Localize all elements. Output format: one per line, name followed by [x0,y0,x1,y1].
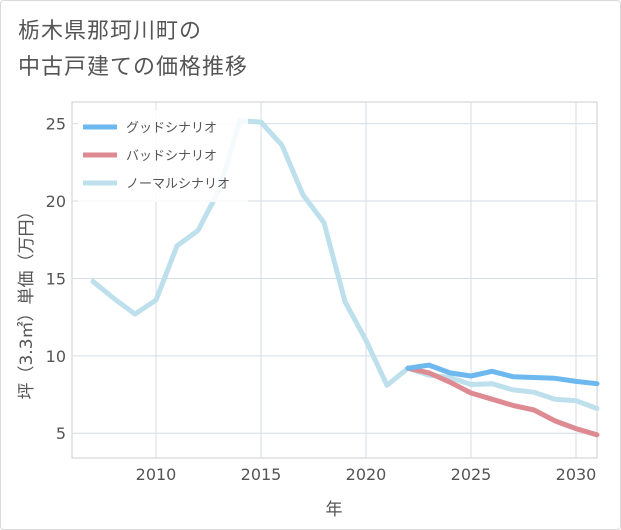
y-tick-label: 20 [46,192,66,211]
x-tick-label: 2025 [451,465,492,484]
legend-label: バッドシナリオ [126,149,217,164]
y-tick-label: 5 [56,424,66,443]
series-line-2 [90,118,600,411]
x-tick-label: 2030 [556,465,597,484]
chart-title: 栃木県那珂川町の 中古戸建ての価格推移 [18,19,249,80]
x-axis-title: 年 [326,500,343,520]
series-lines [90,118,600,438]
series-line-0 [405,362,600,387]
x-tick-label: 2015 [241,465,282,484]
y-tick-label: 10 [46,347,66,366]
x-tick-label: 2020 [346,465,387,484]
series-line-1 [405,365,600,438]
legend-label: グッドシナリオ [126,121,217,136]
plot-area-border [71,101,598,459]
x-tick-label: 2010 [136,465,177,484]
x-axis-ticks: 2010 2015 2020 2025 2030 [136,465,597,484]
y-axis-ticks: 5 10 15 20 25 [46,115,66,444]
y-axis-title: 坪（3.3㎡）単価（万円） [17,202,37,399]
y-tick-label: 25 [46,115,66,134]
legend-label: ノーマルシナリオ [126,177,230,192]
y-tick-label: 15 [46,269,66,288]
